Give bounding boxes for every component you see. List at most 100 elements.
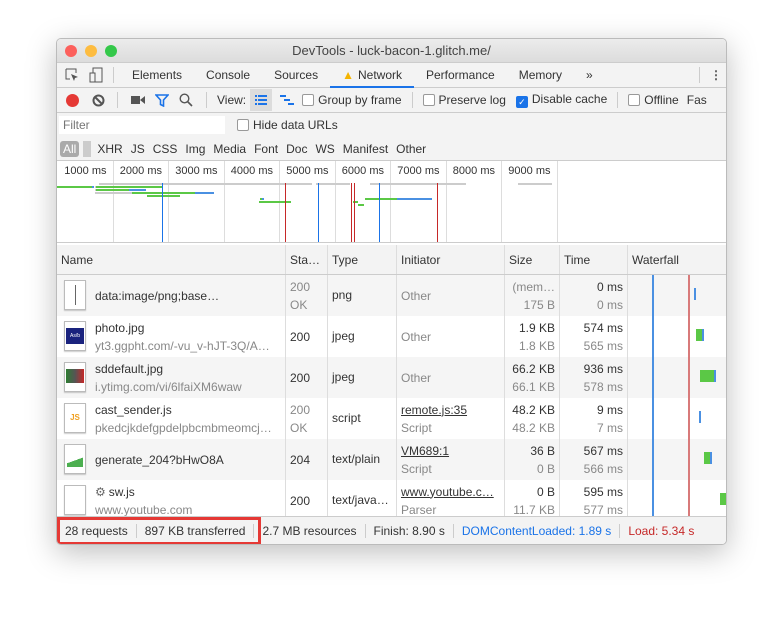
column-header-time[interactable]: Time bbox=[560, 245, 628, 274]
column-header-sta[interactable]: Sta… bbox=[286, 245, 328, 274]
request-url: pkedcjkdefgpdelpbcmbmeomcj… bbox=[95, 420, 272, 435]
title-bar: DevTools - luck-bacon-1.glitch.me/ bbox=[57, 39, 726, 63]
request-name[interactable]: ⚙ sw.js bbox=[95, 483, 281, 501]
screenshot-camera-icon[interactable] bbox=[128, 95, 148, 105]
tab-sources[interactable]: Sources bbox=[262, 63, 330, 88]
tab-console[interactable]: Console bbox=[194, 63, 262, 88]
group-by-frame-checkbox[interactable]: Group by frame bbox=[302, 93, 402, 107]
waterfall-overview-icon[interactable] bbox=[276, 95, 298, 105]
status-cell: 200 bbox=[286, 480, 328, 521]
type-filter-css[interactable]: CSS bbox=[152, 141, 178, 156]
overview-request-bar bbox=[365, 198, 397, 200]
type-filter-media[interactable]: Media bbox=[213, 141, 247, 156]
preserve-log-checkbox[interactable]: Preserve log bbox=[422, 93, 506, 107]
time-latency: 566 ms bbox=[583, 461, 623, 476]
initiator-type: Parser bbox=[401, 502, 437, 517]
column-header-type[interactable]: Type bbox=[328, 245, 397, 274]
hide-data-urls-checkbox[interactable]: Hide data URLs bbox=[237, 118, 338, 132]
filter-icon[interactable] bbox=[152, 93, 172, 107]
initiator[interactable]: www.youtube.c… bbox=[401, 484, 494, 499]
table-row[interactable]: generate_204?bHwO8A 204 text/plain VM689:1 S… bbox=[57, 439, 726, 480]
search-icon[interactable] bbox=[176, 93, 196, 107]
photo-image-icon: As/b bbox=[64, 321, 86, 351]
disable-cache-checkbox[interactable]: ✓ Disable cache bbox=[515, 92, 607, 108]
column-header-initiator[interactable]: Initiator bbox=[397, 245, 505, 274]
type-filter-font[interactable]: Font bbox=[254, 141, 279, 156]
type-filter-other[interactable]: Other bbox=[396, 141, 427, 156]
initiator: Other bbox=[401, 329, 432, 344]
request-name-label: generate_204?bHwO8A bbox=[95, 452, 224, 467]
zoom-button[interactable] bbox=[105, 45, 117, 57]
table-row[interactable]: ⚙ sw.js www.youtube.com 200 text/java… www.yo… bbox=[57, 480, 726, 521]
status-code: 200 bbox=[290, 279, 311, 294]
time-total: 567 ms bbox=[583, 443, 623, 458]
initiator-cell: VM689:1 Script bbox=[397, 439, 505, 480]
type-filter-js[interactable]: JS bbox=[130, 141, 145, 156]
table-row[interactable]: As/b photo.jpg yt3.ggpht.com/-vu_v-hJT-3Q/… bbox=[57, 316, 726, 357]
overview-tick-label: 1000 ms bbox=[64, 165, 107, 177]
tab-memory[interactable]: Memory bbox=[507, 63, 574, 88]
offline-checkbox[interactable]: Offline bbox=[628, 93, 679, 107]
overview-event-marker bbox=[354, 183, 356, 242]
table-row[interactable]: JS cast_sender.js pkedcjkdefgpdelpbcmbmeom… bbox=[57, 398, 726, 439]
name-text: generate_204?bHwO8A bbox=[95, 439, 281, 480]
request-name[interactable]: generate_204?bHwO8A bbox=[95, 451, 281, 469]
type-filter-img[interactable]: Img bbox=[185, 141, 206, 156]
size-transferred: 66.2 KB bbox=[512, 361, 555, 376]
request-name-label: data:image/png;base… bbox=[95, 288, 220, 303]
close-button[interactable] bbox=[65, 45, 77, 57]
initiator[interactable]: remote.js:35 bbox=[401, 402, 468, 417]
column-header-waterfall[interactable]: Waterfall bbox=[628, 245, 726, 274]
more-tabs-button[interactable]: » bbox=[586, 67, 593, 82]
inspect-element-icon[interactable] bbox=[59, 68, 85, 82]
tab-performance[interactable]: Performance bbox=[414, 63, 507, 88]
overview-request-bar bbox=[91, 186, 94, 188]
kebab-menu-icon[interactable]: ⋮ bbox=[710, 68, 722, 82]
filter-input[interactable] bbox=[59, 116, 225, 134]
column-header-name[interactable]: Name bbox=[57, 245, 286, 274]
initiator-cell: Other bbox=[397, 316, 505, 357]
overview-gridline bbox=[390, 161, 391, 242]
tab-elements[interactable]: Elements bbox=[120, 63, 194, 88]
request-name[interactable]: data:image/png;base… bbox=[95, 287, 281, 305]
blank-file-icon bbox=[64, 485, 86, 515]
time-cell: 567 ms 566 ms bbox=[560, 439, 628, 480]
dcl-line bbox=[652, 316, 654, 357]
size-cell: 1.9 KB 1.8 KB bbox=[505, 316, 560, 357]
request-name-label: cast_sender.js bbox=[95, 402, 172, 417]
time-latency: 577 ms bbox=[583, 502, 623, 517]
type-filter-xhr[interactable]: XHR bbox=[97, 141, 123, 156]
type-filter-manifest[interactable]: Manifest bbox=[342, 141, 389, 156]
status-code: 200 bbox=[290, 370, 311, 385]
overview-request-bar bbox=[128, 189, 147, 191]
type-filter-all[interactable]: All bbox=[60, 140, 80, 157]
table-row[interactable]: data:image/png;base… 200 OK png Other (mem… 17… bbox=[57, 275, 726, 316]
request-name-label: photo.jpg bbox=[95, 320, 145, 335]
clear-icon[interactable] bbox=[89, 94, 107, 107]
overview-request-bar bbox=[353, 201, 359, 203]
request-name[interactable]: sddefault.jpg bbox=[95, 360, 281, 378]
large-rows-view-icon[interactable] bbox=[250, 89, 273, 111]
overview-tick-label: 4000 ms bbox=[230, 165, 273, 177]
type-filter-doc[interactable]: Doc bbox=[286, 141, 308, 156]
table-row[interactable]: sddefault.jpg i.ytimg.com/vi/6lfaiXM6waw 2… bbox=[57, 357, 726, 398]
transferred-size: 897 KB transferred bbox=[137, 523, 255, 538]
dcl-line bbox=[652, 398, 654, 439]
load-line bbox=[688, 316, 690, 357]
size-resource: 66.1 KB bbox=[512, 379, 555, 394]
tab-network[interactable]: ▲ Network bbox=[330, 63, 414, 88]
type-filter-ws[interactable]: WS bbox=[315, 141, 335, 156]
request-name[interactable]: cast_sender.js bbox=[95, 401, 281, 419]
column-header-size[interactable]: Size bbox=[505, 245, 560, 274]
record-button[interactable] bbox=[66, 93, 79, 107]
overview-request-bar bbox=[316, 183, 351, 185]
overview-request-bar bbox=[94, 192, 132, 194]
device-toolbar-icon[interactable] bbox=[85, 67, 107, 83]
network-overview-timeline[interactable]: 1000 ms 2000 ms 3000 ms 4000 ms 5000 ms 6000 … bbox=[57, 161, 726, 243]
minimize-button[interactable] bbox=[85, 45, 97, 57]
time-cell: 0 ms 0 ms bbox=[560, 275, 628, 316]
request-name[interactable]: photo.jpg bbox=[95, 319, 281, 337]
initiator[interactable]: VM689:1 bbox=[401, 443, 450, 458]
throttling-select[interactable]: Fas bbox=[686, 93, 707, 107]
size-resource: 0 B bbox=[536, 461, 555, 476]
